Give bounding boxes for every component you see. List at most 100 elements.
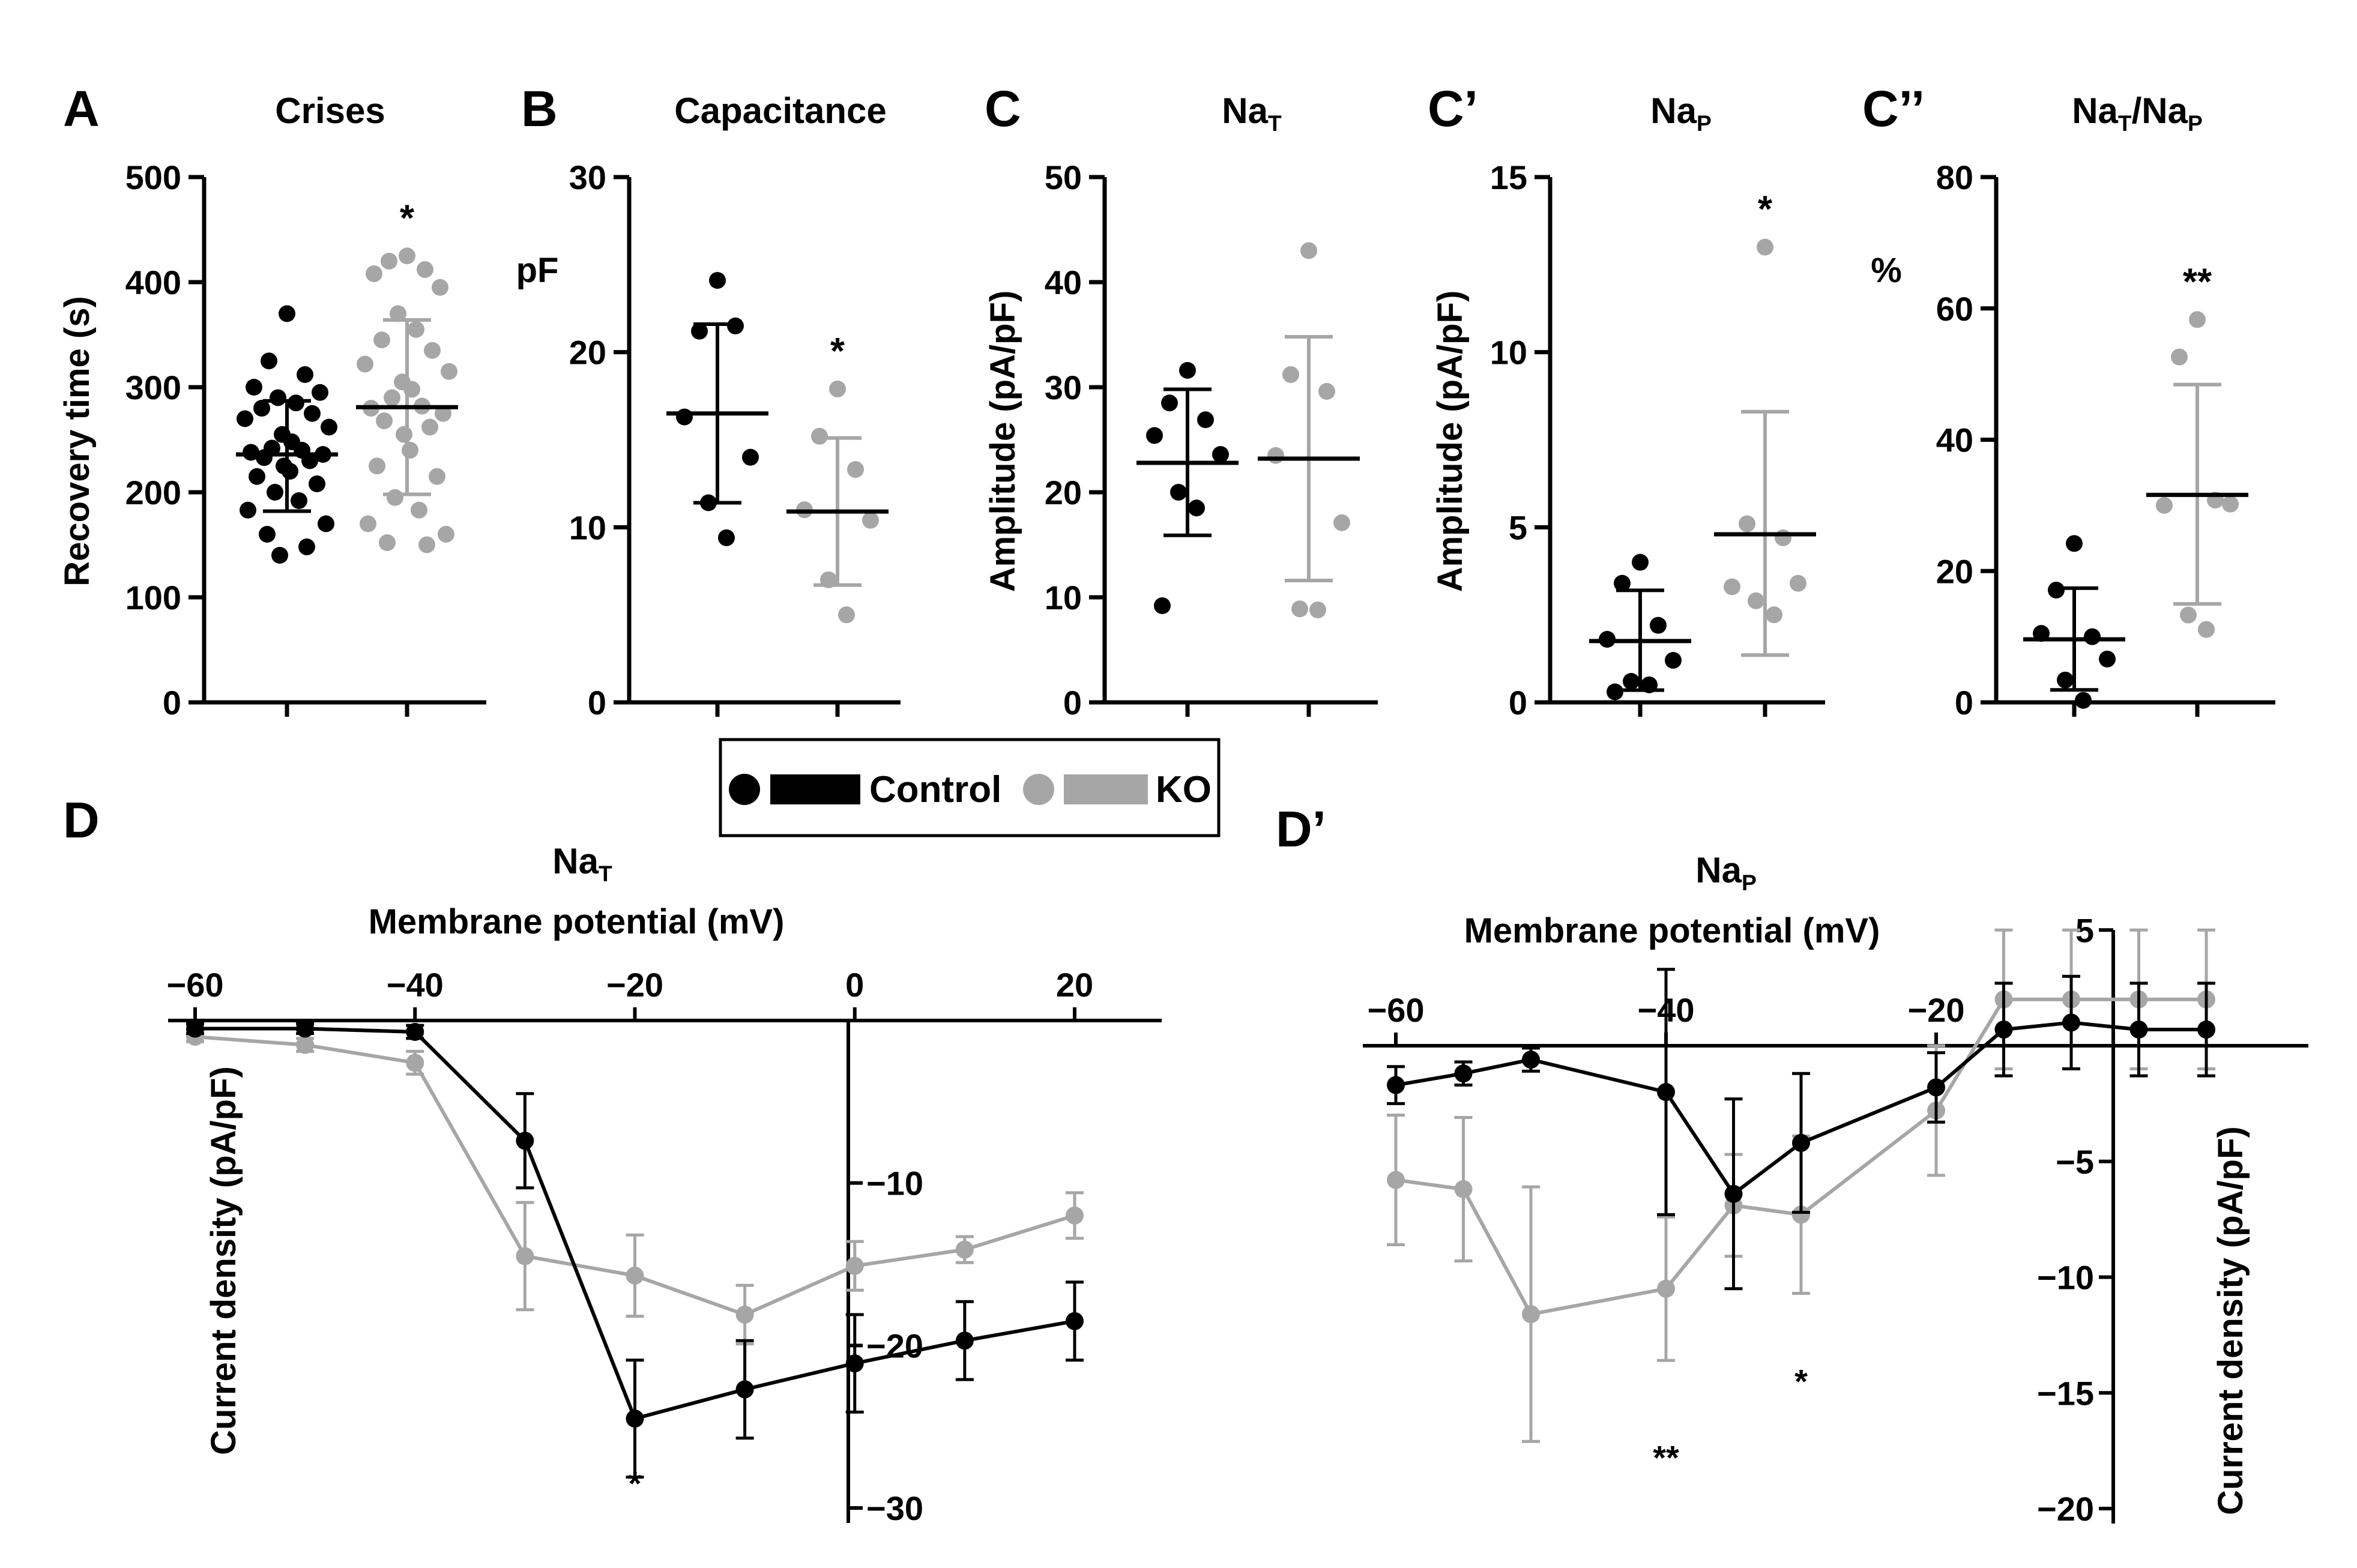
panel-c-y-tick-label: 20 bbox=[1045, 474, 1082, 511]
panel-a-control-point bbox=[259, 526, 276, 543]
panel-d1-control-point bbox=[1454, 1064, 1473, 1083]
panel-d1-title: NaP bbox=[1695, 850, 1757, 895]
panel-d1-ko-point bbox=[1387, 1171, 1405, 1189]
panel-d1-control-point bbox=[1724, 1184, 1743, 1203]
panel-c2-ko-point bbox=[2171, 348, 2188, 366]
panel-a-control-point bbox=[318, 515, 334, 532]
panel-a-control-point bbox=[246, 379, 262, 396]
panel-b-ko-point bbox=[838, 606, 855, 624]
panel-c1-y-tick-label: 10 bbox=[1490, 334, 1527, 372]
panel-c1-y-label: Amplitude (pA/pF) bbox=[1431, 291, 1470, 593]
panel-d-ko-point bbox=[735, 1305, 754, 1324]
panel-d1-ko-point bbox=[1454, 1180, 1473, 1199]
panel-c1-control-point bbox=[1650, 617, 1667, 634]
panel-a-control-point bbox=[256, 449, 273, 466]
panel-c1-y-tick-label: 15 bbox=[1490, 158, 1527, 196]
panel-a-y-label: Recovery time (s) bbox=[58, 296, 97, 586]
panel-c2-y-tick-label: 0 bbox=[1955, 684, 1973, 722]
panel-d-ko-point bbox=[516, 1247, 534, 1265]
panel-c2-title: NaT/NaP bbox=[2072, 91, 2203, 136]
panel-d1-control-point bbox=[1994, 1021, 2013, 1039]
panel-b-control-point bbox=[691, 322, 708, 340]
panel-b-ko-point bbox=[847, 461, 864, 478]
legend: Control KO bbox=[719, 738, 1221, 837]
panel-d-x-tick-label: −20 bbox=[606, 966, 663, 1004]
panel-d1-control-point bbox=[1792, 1133, 1810, 1152]
panel-c1-ko-point bbox=[1775, 529, 1791, 546]
panel-a-y-tick-label: 100 bbox=[125, 579, 181, 617]
panel-d-control-point bbox=[845, 1354, 864, 1373]
legend-control-swatch bbox=[770, 774, 860, 804]
panel-c1-ko-point bbox=[1748, 592, 1764, 609]
panel-c-control-point bbox=[1154, 597, 1171, 614]
panel-c2-letter: C’’ bbox=[1862, 80, 1925, 137]
panel-c2-y-tick-label: 60 bbox=[1936, 290, 1973, 328]
panel-c-y-tick-label: 50 bbox=[1045, 158, 1082, 196]
panel-d-y-label: Current density (pA/pF) bbox=[204, 1066, 243, 1455]
panel-a-ko-point bbox=[438, 526, 454, 543]
panel-d1-ko-point bbox=[1522, 1305, 1540, 1324]
panel-d1-control-point bbox=[1927, 1078, 1945, 1097]
panel-c2-ko-point bbox=[2180, 606, 2197, 624]
panel-c-y-label: Amplitude (pA/pF) bbox=[983, 291, 1022, 593]
panel-d-control-point bbox=[406, 1022, 424, 1041]
panel-a-y-tick-label: 200 bbox=[125, 474, 181, 511]
panel-d-ko-point bbox=[845, 1256, 864, 1275]
panel-d1-y-tick-label: −5 bbox=[2056, 1143, 2094, 1181]
panel-d-ko-point bbox=[406, 1054, 424, 1072]
panel-b-control-point bbox=[742, 448, 759, 466]
panel-c-letter: C bbox=[985, 80, 1021, 137]
panel-a-ko-point bbox=[376, 412, 393, 429]
panel-d-control-point bbox=[735, 1380, 754, 1399]
panel-a-ko-point bbox=[411, 501, 427, 519]
legend-ko-marker bbox=[1023, 774, 1054, 805]
panel-b-y-tick-label: 0 bbox=[588, 684, 606, 722]
panel-b-y-label: pF bbox=[516, 251, 559, 290]
panel-d-y-tick-label: −30 bbox=[866, 1489, 923, 1527]
panel-d1-x-label: Membrane potential (mV) bbox=[1464, 911, 1880, 950]
panel-c-control-point bbox=[1197, 411, 1214, 429]
panel-d-control-point bbox=[626, 1410, 644, 1428]
panel-c-y-tick-label: 10 bbox=[1045, 579, 1082, 617]
panel-d-ko-point bbox=[1066, 1206, 1084, 1225]
panel-d1-significance: * bbox=[1794, 1362, 1808, 1400]
panel-c-control-point bbox=[1161, 394, 1178, 412]
panel-c1-ko-point bbox=[1739, 515, 1755, 532]
panel-c1-title: NaP bbox=[1650, 91, 1712, 136]
panel-a-ko-point bbox=[399, 247, 415, 265]
panel-c1-y-tick-label: 0 bbox=[1509, 684, 1527, 722]
panel-d1-control-point bbox=[2062, 1013, 2080, 1032]
panel-c1-ko-point bbox=[1757, 238, 1773, 256]
panel-d1-y-tick-label: −15 bbox=[2037, 1374, 2094, 1412]
panel-a-ko-point bbox=[408, 321, 424, 338]
panel-c-control-point bbox=[1212, 446, 1229, 463]
panel-c-y-tick-label: 0 bbox=[1063, 684, 1082, 722]
panel-a-y-tick-label: 400 bbox=[125, 264, 181, 301]
panel-a-ko-point bbox=[429, 468, 445, 485]
panel-a-ko-point bbox=[369, 457, 385, 475]
panel-a-control-point bbox=[261, 352, 277, 370]
panel-b-control-point bbox=[718, 529, 735, 546]
panel-d-y-tick-label: −10 bbox=[866, 1165, 923, 1202]
panel-c1-ko-point bbox=[1790, 574, 1806, 592]
panel-d-ko-point bbox=[296, 1036, 315, 1054]
legend-control-marker bbox=[729, 774, 760, 805]
panel-a-control-point bbox=[291, 492, 307, 509]
panel-c1-control-point bbox=[1665, 652, 1682, 669]
panel-c-ko-point bbox=[1333, 514, 1350, 531]
panel-a-ko-point bbox=[402, 442, 418, 459]
panel-a-ko-point bbox=[424, 342, 441, 359]
panel-c2-control-point bbox=[2075, 692, 2092, 709]
panel-a-ko-point bbox=[421, 418, 438, 436]
panel-a-ko-point bbox=[381, 253, 397, 270]
panel-c1-ko-point bbox=[1766, 606, 1782, 624]
panel-d-x-label: Membrane potential (mV) bbox=[369, 902, 785, 941]
panel-a-ko-point bbox=[387, 489, 403, 506]
panel-c2-control-point bbox=[2066, 535, 2083, 552]
panel-c-ko-point bbox=[1291, 600, 1308, 618]
panel-a-ko-point bbox=[418, 536, 435, 553]
panel-d1-y-label: Current density (pA/pF) bbox=[2211, 1126, 2250, 1515]
legend-ko-swatch bbox=[1064, 774, 1148, 804]
panel-d1-control-point bbox=[1522, 1051, 1540, 1069]
